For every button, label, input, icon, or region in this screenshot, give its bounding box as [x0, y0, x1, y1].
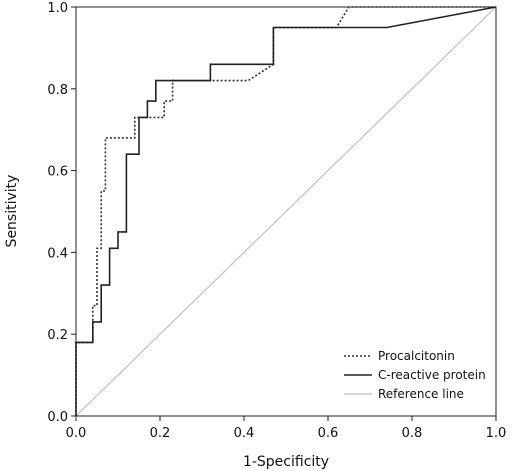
y-tick-label: 1.0 — [47, 1, 68, 16]
series-layer — [75, 6, 497, 417]
y-tick-label: 0.2 — [47, 328, 68, 343]
x-tick-label: 1.0 — [486, 426, 507, 441]
y-tick-label: 0.6 — [47, 165, 68, 180]
y-tick-label: 0.0 — [47, 410, 68, 425]
legend-label-crp: C-reactive protein — [378, 368, 486, 382]
series-line-reference-line — [75, 6, 497, 417]
legend: Procalcitonin C-reactive protein Referen… — [344, 349, 486, 401]
legend-label-procalcitonin: Procalcitonin — [378, 349, 455, 363]
x-tick-label: 0.6 — [318, 426, 339, 441]
y-tick-label: 0.8 — [47, 83, 68, 98]
x-tick-label: 0.8 — [402, 426, 423, 441]
y-axis-title: Sensitivity — [4, 175, 20, 248]
plot-frame — [75, 6, 497, 417]
x-axis-title: 1-Specificity — [243, 454, 329, 470]
series-line-c-reactive-protein — [75, 6, 497, 416]
x-tick-label: 0.0 — [66, 426, 87, 441]
x-tick-label: 0.2 — [150, 426, 171, 441]
legend-label-reference: Reference line — [378, 387, 464, 401]
x-tick-label: 0.4 — [234, 426, 255, 441]
y-tick-label: 0.4 — [47, 246, 68, 261]
ticks-layer: 0.0 0.2 0.4 0.6 0.8 1.0 0.0 0.2 0.4 0.6 0.8 1.0 — [47, 1, 506, 441]
